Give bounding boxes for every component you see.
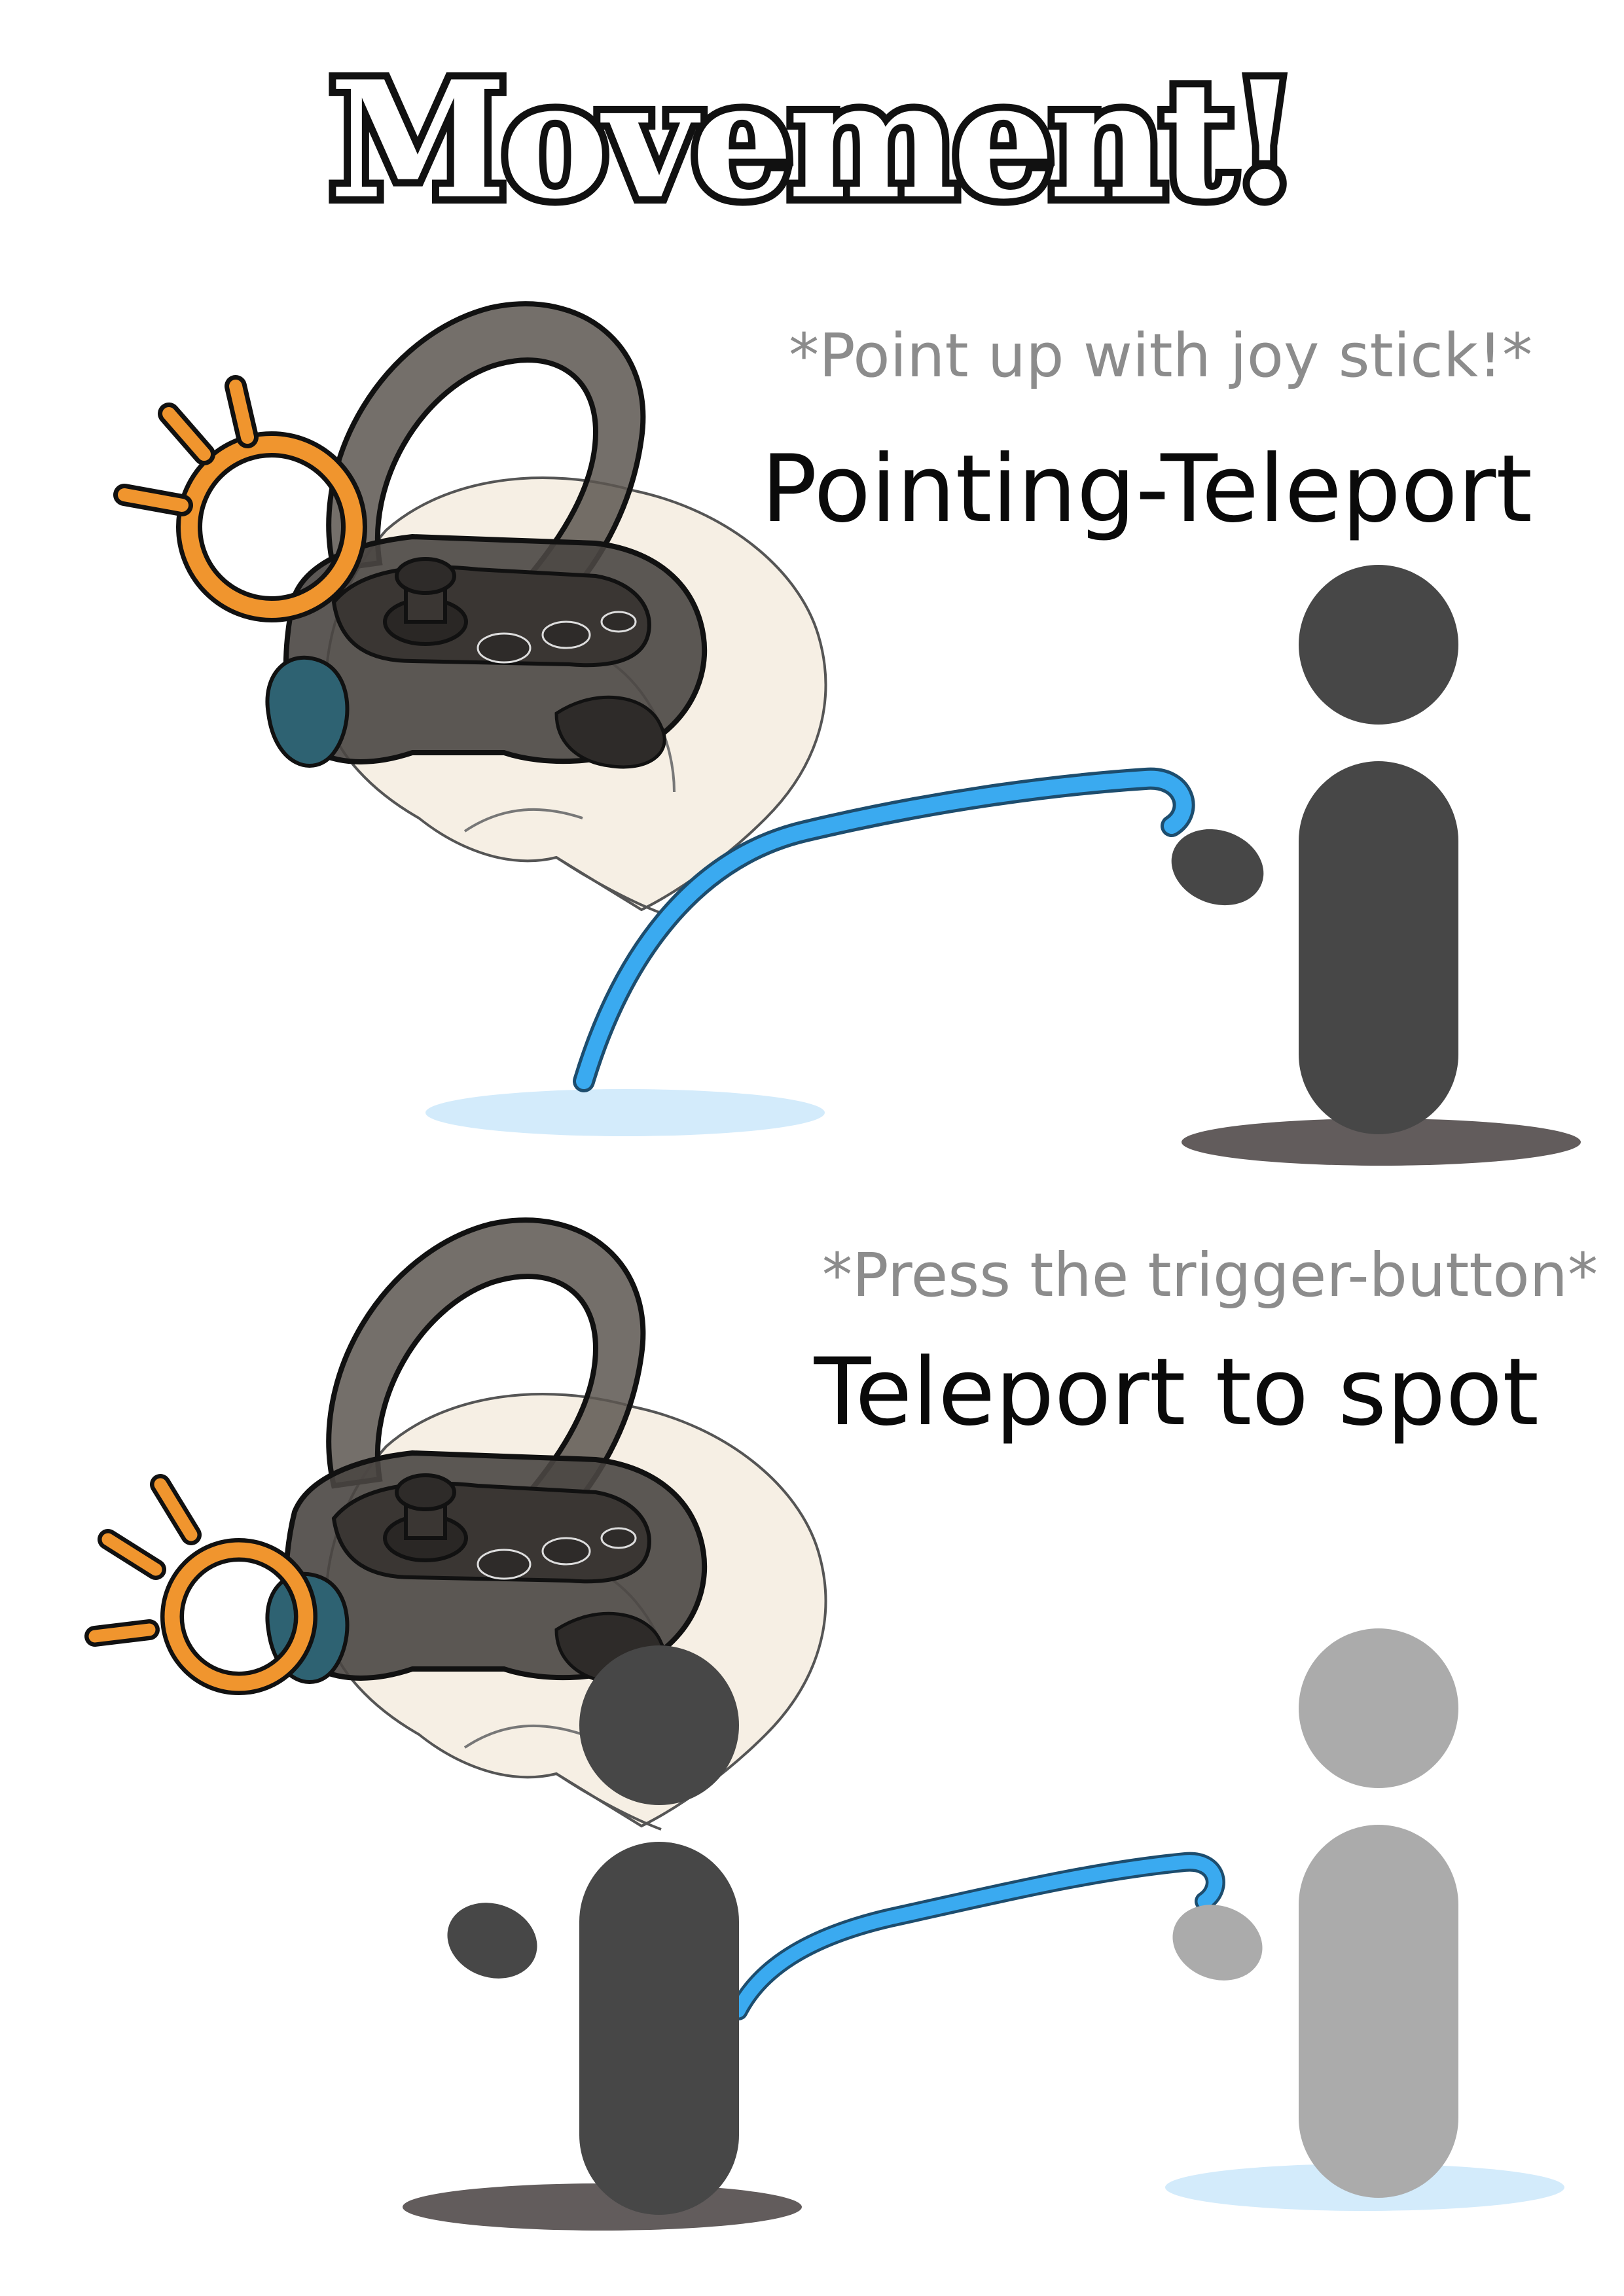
highlight-ring-icon	[113, 375, 367, 622]
section-1-hint: *Point up with joy stick!*	[789, 321, 1532, 391]
ghost-person-icon	[1299, 1628, 1458, 2198]
section-2-heading: Teleport to spot	[814, 1338, 1539, 1446]
section-1-heading: Pointing-Teleport	[761, 435, 1532, 543]
person-icon	[1299, 565, 1458, 1134]
hand-blob-icon	[447, 1903, 537, 1979]
highlight-ring-icon	[84, 1474, 317, 1695]
hand-blob-icon	[1171, 829, 1264, 906]
vr-controller-icon	[267, 304, 825, 913]
target-spot-icon	[425, 1089, 825, 1136]
ghost-hand-blob-icon	[1172, 1905, 1263, 1981]
vr-controller-icon	[267, 1220, 825, 1829]
teleport-beam-icon	[729, 1852, 1225, 2020]
teleport-beam-icon	[573, 767, 1195, 1092]
page-title: Movement!	[322, 39, 1307, 242]
person-icon	[579, 1645, 739, 2215]
shadow-icon	[1182, 1119, 1581, 1166]
section-2-hint: *Press the trigger-button*	[821, 1240, 1598, 1310]
